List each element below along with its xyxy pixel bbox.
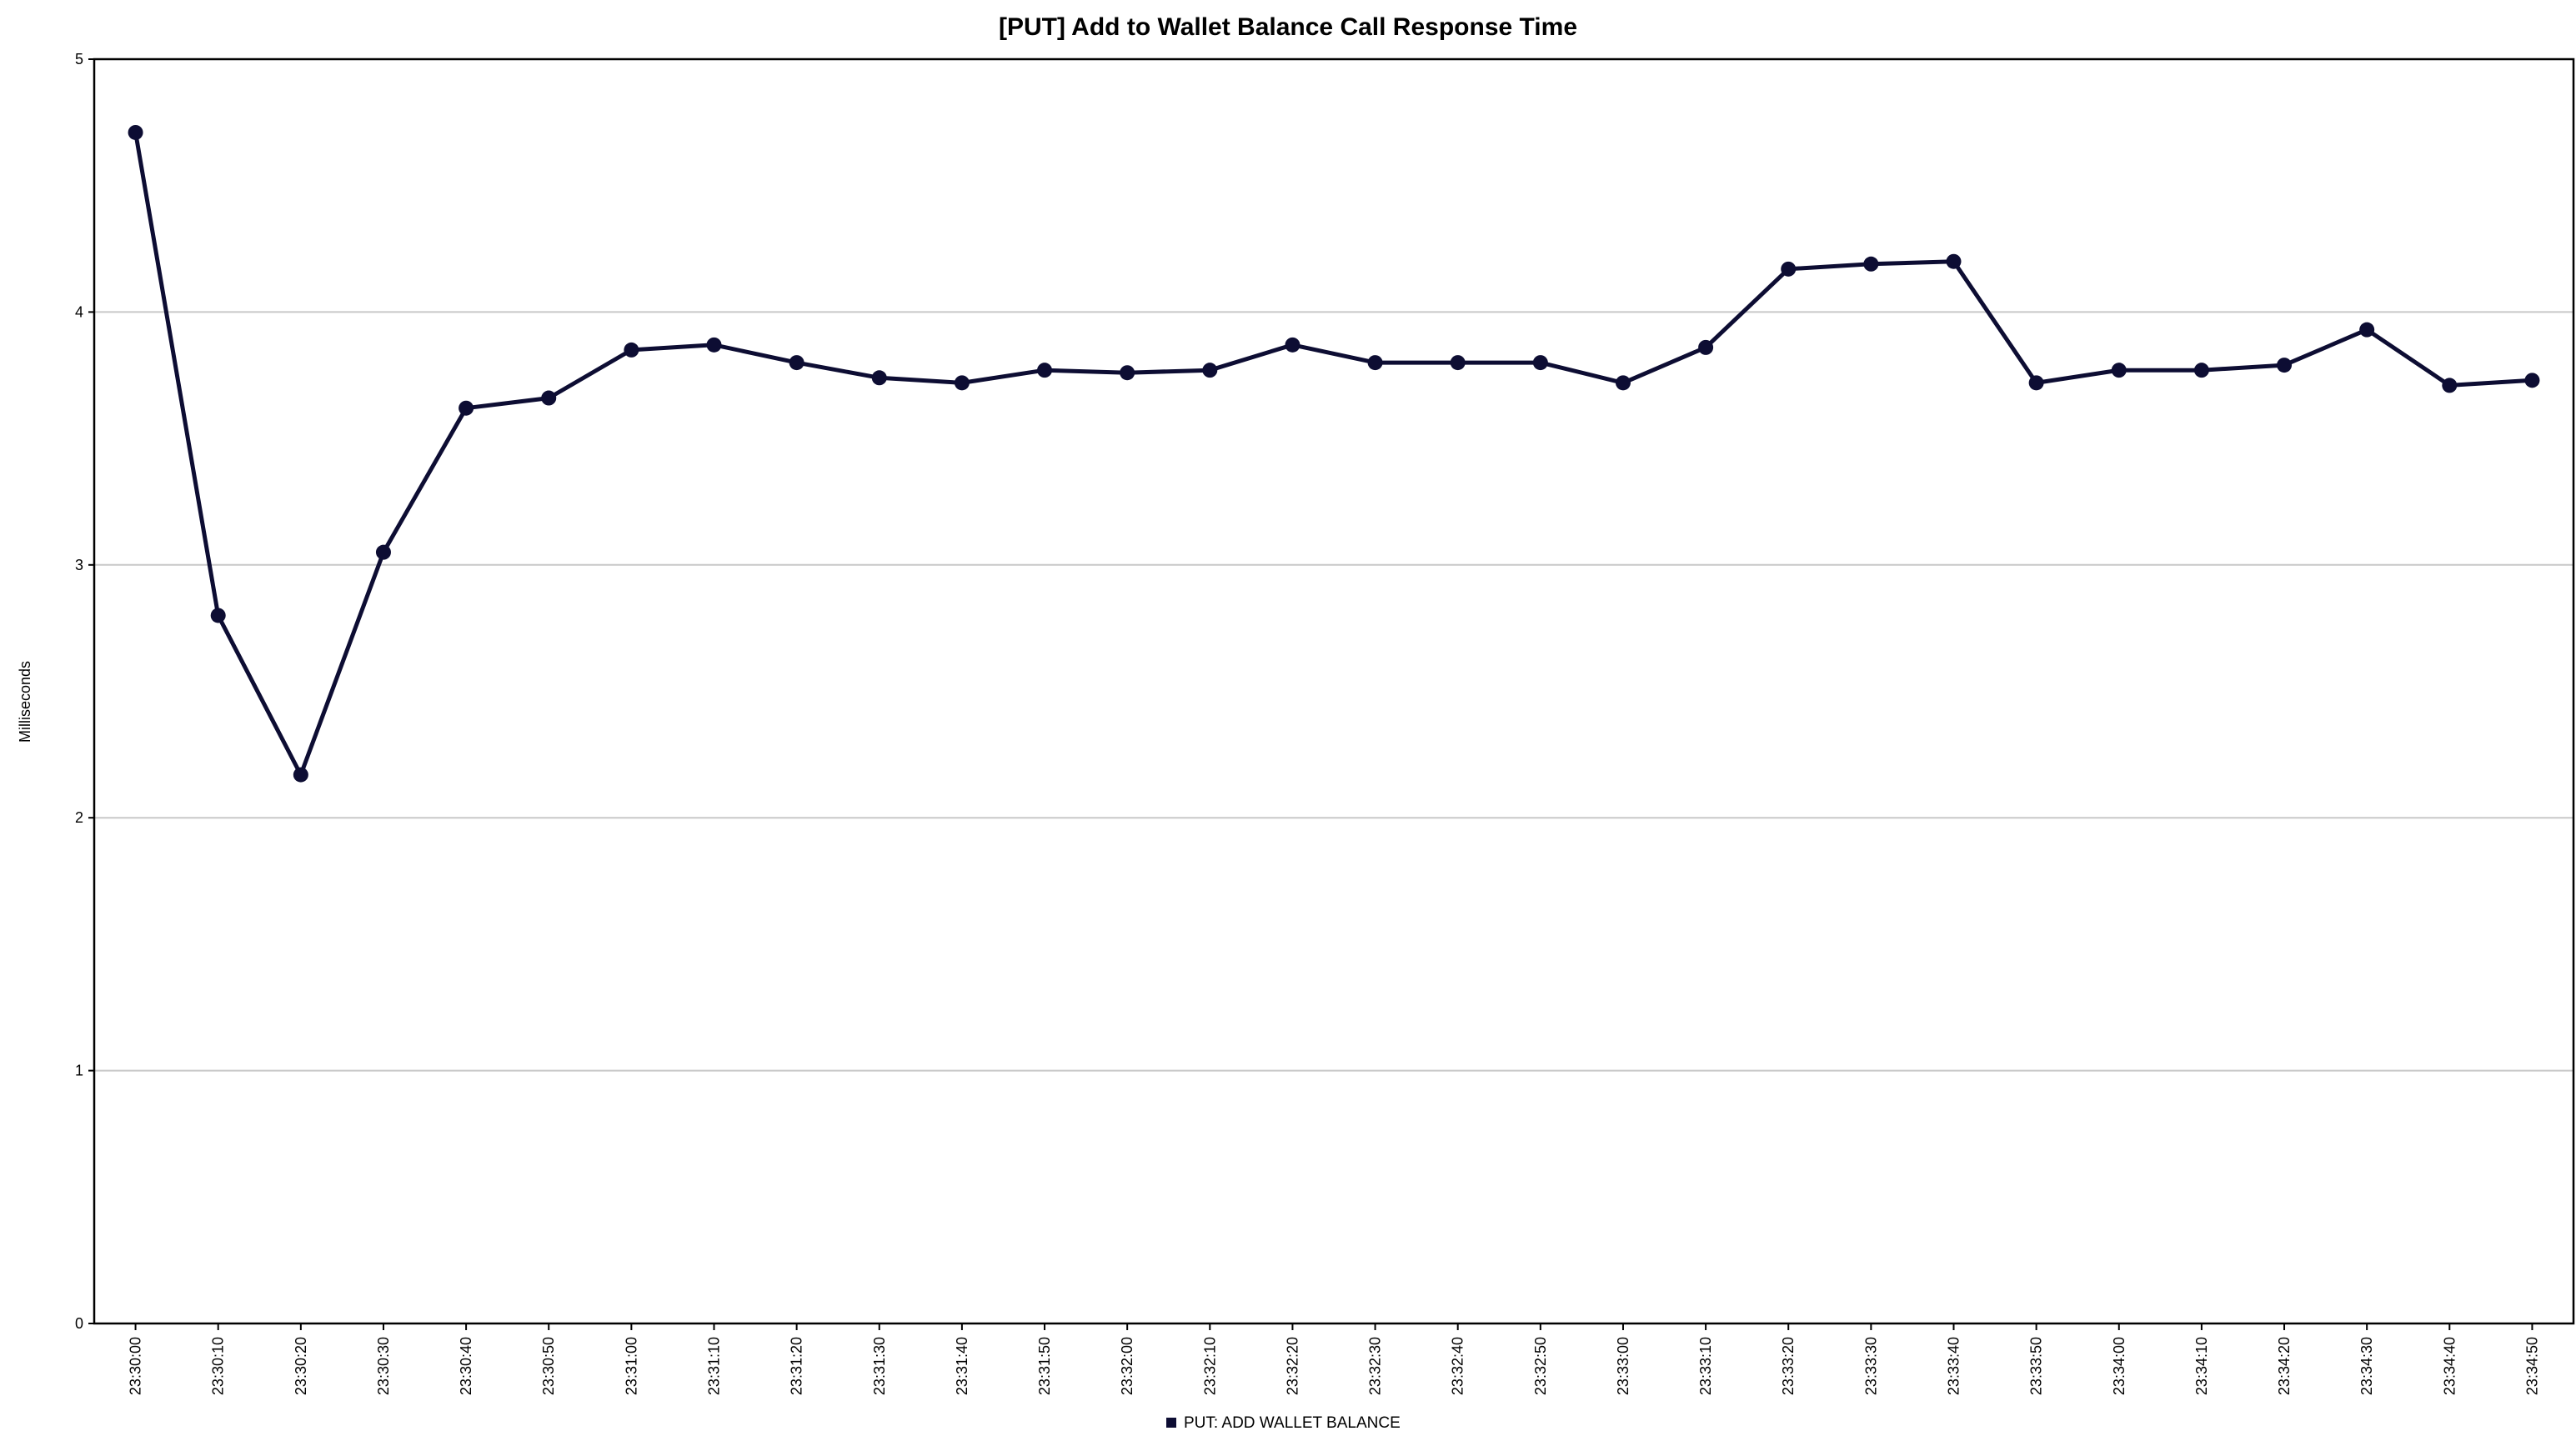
- data-point: [2524, 373, 2540, 388]
- legend-label: PUT: ADD WALLET BALANCE: [1184, 1414, 1401, 1432]
- x-tick-label: 23:33:00: [1615, 1337, 1631, 1395]
- data-point: [2111, 363, 2127, 378]
- data-point: [624, 342, 639, 358]
- y-tick-label: 3: [75, 557, 83, 573]
- data-point: [459, 400, 474, 416]
- y-tick-label: 2: [75, 809, 83, 826]
- x-axis-ticks: 23:30:00 23:30:10 23:30:20 23:30:30 23:30:40…: [128, 1323, 2540, 1395]
- x-tick-label: 23:30:10: [210, 1337, 227, 1395]
- x-tick-label: 23:33:50: [2028, 1337, 2045, 1395]
- x-tick-label: 23:31:50: [1036, 1337, 1053, 1395]
- x-tick-label: 23:32:00: [1119, 1337, 1135, 1395]
- plot-frame: [93, 58, 2575, 1325]
- x-tick-label: 23:33:20: [1780, 1337, 1797, 1395]
- series-layer: [128, 124, 2540, 783]
- data-point: [375, 544, 391, 560]
- x-tick-label: 23:31:40: [954, 1337, 970, 1395]
- data-point: [1285, 337, 1301, 353]
- data-point: [1450, 355, 1466, 371]
- x-tick-label: 23:34:10: [2193, 1337, 2210, 1395]
- data-point: [871, 370, 887, 386]
- x-tick-label: 23:31:10: [706, 1337, 723, 1395]
- data-point: [210, 608, 226, 623]
- data-point: [1863, 256, 1879, 272]
- chart-title: [PUT] Add to Wallet Balance Call Respons…: [999, 13, 1577, 41]
- x-tick-label: 23:32:20: [1284, 1337, 1301, 1395]
- x-tick-label: 23:34:20: [2276, 1337, 2293, 1395]
- grid-lines: [94, 311, 2573, 1072]
- x-tick-label: 23:34:00: [2111, 1337, 2127, 1395]
- x-tick-label: 23:33:40: [1946, 1337, 1962, 1395]
- x-tick-label: 23:34:40: [2441, 1337, 2458, 1395]
- axes: [93, 58, 2575, 1325]
- x-tick-label: 23:33:10: [1697, 1337, 1714, 1395]
- x-tick-label: 23:31:30: [871, 1337, 888, 1395]
- data-point: [1202, 363, 1218, 378]
- x-tick-label: 23:34:30: [2358, 1337, 2375, 1395]
- x-tick-label: 23:30:40: [458, 1337, 474, 1395]
- data-point: [293, 767, 308, 783]
- x-tick-label: 23:30:00: [128, 1337, 144, 1395]
- data-point: [954, 375, 970, 391]
- x-tick-label: 23:30:30: [375, 1337, 392, 1395]
- y-tick-label: 1: [75, 1063, 83, 1079]
- x-tick-label: 23:31:20: [789, 1337, 805, 1395]
- data-point: [1615, 375, 1631, 391]
- data-point: [789, 355, 804, 371]
- y-tick-label: 5: [75, 51, 83, 68]
- data-point: [1781, 261, 1797, 277]
- data-point: [1367, 355, 1383, 371]
- data-point: [1946, 253, 1962, 269]
- x-tick-label: 23:31:00: [623, 1337, 639, 1395]
- x-tick-label: 23:32:50: [1532, 1337, 1549, 1395]
- data-point: [1698, 339, 1714, 355]
- x-tick-label: 23:32:30: [1367, 1337, 1384, 1395]
- data-point: [1532, 355, 1548, 371]
- series-line: [133, 130, 2534, 778]
- x-tick-label: 23:32:40: [1450, 1337, 1466, 1395]
- data-point: [128, 124, 143, 140]
- data-point: [2277, 358, 2293, 373]
- y-tick-label: 4: [75, 303, 83, 320]
- y-tick-label: 0: [75, 1315, 83, 1332]
- x-tick-label: 23:34:50: [2523, 1337, 2540, 1395]
- x-tick-label: 23:30:50: [540, 1337, 557, 1395]
- legend-swatch: [1166, 1418, 1176, 1428]
- data-point: [1120, 365, 1135, 381]
- y-axis-ticks: 0 1 2 3 4 5: [75, 51, 94, 1332]
- x-tick-label: 23:30:20: [293, 1337, 309, 1395]
- data-point: [706, 337, 722, 353]
- data-point: [2442, 378, 2458, 393]
- data-point: [2359, 322, 2375, 338]
- y-axis-label: Milliseconds: [17, 661, 33, 743]
- data-point: [2193, 363, 2209, 378]
- x-tick-label: 23:33:30: [1862, 1337, 1879, 1395]
- legend: PUT: ADD WALLET BALANCE: [1166, 1414, 1401, 1432]
- x-tick-label: 23:32:10: [1201, 1337, 1218, 1395]
- data-point: [1037, 363, 1053, 378]
- data-point: [2028, 375, 2044, 391]
- data-point: [541, 390, 557, 406]
